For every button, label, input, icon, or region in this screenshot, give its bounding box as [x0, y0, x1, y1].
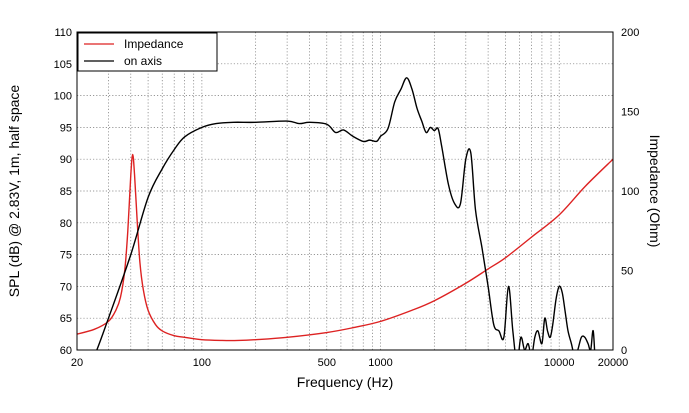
x-axis-label: Frequency (Hz): [297, 374, 393, 390]
series-line-on-axis: [96, 77, 596, 350]
y-right-tick-label: 100: [621, 186, 639, 198]
y-right-tick-label: 0: [621, 345, 627, 357]
y-left-tick-label: 90: [60, 154, 72, 166]
y-axis-right-label: Impedance (Ohm): [647, 135, 663, 248]
y-axis-left-label: SPL (dB) @ 2.83V, 1m, half space: [6, 85, 22, 298]
series-line-impedance: [77, 153, 613, 342]
y-left-tick-label: 70: [60, 281, 72, 293]
y-left-tick-label: 80: [60, 218, 72, 230]
y-left-tick-label: 85: [60, 186, 72, 198]
x-tick-label: 100: [193, 357, 211, 369]
x-tick-label: 1000: [368, 357, 392, 369]
x-tick-label: 20000: [598, 357, 629, 369]
x-tick-label: 500: [318, 357, 336, 369]
legend-box: [77, 32, 218, 72]
ticks: 20 100 500 1000 10000 20000606570758085909510…: [54, 27, 640, 369]
legend-label-on-axis: on axis: [124, 54, 162, 68]
y-left-tick-label: 60: [60, 345, 72, 357]
y-left-tick-label: 110: [54, 27, 72, 39]
x-tick-label: 20: [71, 357, 83, 369]
y-right-tick-label: 200: [621, 27, 639, 39]
y-left-tick-label: 95: [60, 122, 72, 134]
y-right-tick-label: 150: [621, 107, 639, 119]
y-left-tick-label: 75: [60, 250, 72, 262]
legend: Impedance on axis: [77, 32, 218, 72]
y-left-tick-label: 100: [54, 91, 72, 103]
y-left-tick-label: 65: [60, 313, 72, 325]
legend-label-impedance: Impedance: [124, 37, 184, 51]
plot-frame: [76, 31, 614, 351]
y-right-tick-label: 50: [621, 266, 633, 278]
x-tick-label: 10000: [544, 357, 575, 369]
y-left-tick-label: 105: [54, 59, 72, 71]
plot-area: [77, 32, 613, 350]
curves: [77, 77, 613, 350]
